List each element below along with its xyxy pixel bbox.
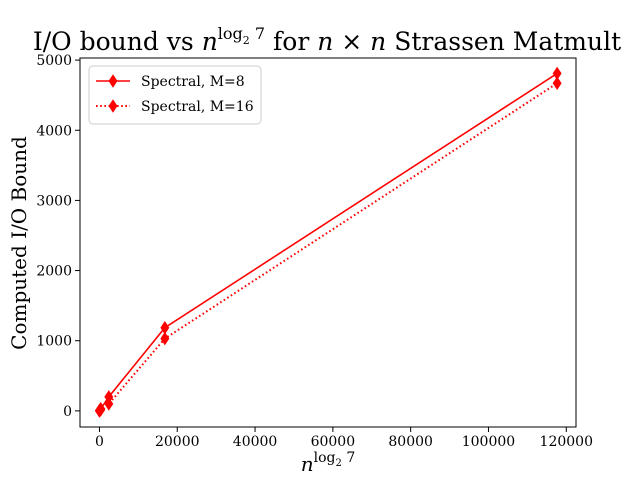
x-axis-label: nlog2 7 [301,450,356,476]
legend: Spectral, M=8 Spectral, M=16 [88,65,262,125]
y-tick-label: 3000 [36,193,72,209]
data-point [96,403,106,417]
legend-entry: Spectral, M=16 [96,99,254,115]
data-point [160,331,170,346]
legend-marker [108,99,118,113]
y-tick-label: 0 [63,404,72,420]
x-tick-label: 80000 [388,434,433,450]
legend-box [88,65,262,125]
y-tick-label: 4000 [36,123,72,139]
y-axis: 0 1000 2000 3000 4000 5000 [36,53,80,420]
y-axis-label: Computed I/O Bound [7,136,31,350]
x-tick-label: 120000 [540,434,593,450]
y-tick-label: 5000 [36,53,72,69]
data-point [104,397,114,411]
legend-marker [108,74,118,88]
legend-label: Spectral, M=8 [141,74,245,90]
x-tick-label: 0 [95,434,104,450]
x-tick-label: 40000 [233,434,278,450]
chart-title: I/O bound vs nlog2 7 for n × n Strassen … [33,24,621,56]
series-2 [94,76,562,418]
series-line [98,82,558,412]
x-tick-label: 60000 [311,434,356,450]
y-tick-label: 1000 [36,334,72,350]
x-tick-label: 20000 [155,434,200,450]
plot-area [79,57,577,428]
legend-label: Spectral, M=16 [141,99,254,115]
x-axis: 0 20000 40000 60000 80000 100000 120000 [95,427,593,450]
y-tick-label: 2000 [36,264,72,280]
legend-entry: Spectral, M=8 [96,74,245,90]
x-tick-label: 100000 [462,434,515,450]
series-layer [94,66,562,418]
data-point [552,76,562,90]
